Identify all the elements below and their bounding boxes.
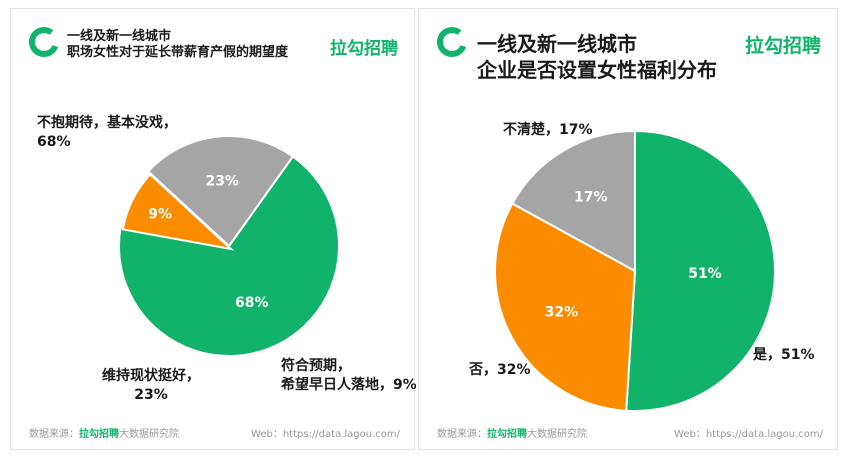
brand-logo-text: 拉勾招聘	[330, 39, 398, 59]
slice-category-label: 68%	[37, 134, 71, 150]
chart-title-line1: 一线及新一线城市	[477, 32, 637, 56]
slice-category-label: 不抱期待，基本没戏，	[37, 114, 177, 131]
pie-chart-expectation: 68% 不抱期待，基本没戏， 68% 9% 符合预期， 希望早日人落地，9% 23% 维持现状…	[37, 114, 416, 403]
lagou-logo-icon	[29, 27, 59, 57]
pie-slice	[625, 129, 776, 412]
footer-source-brand: 拉勾招聘	[487, 429, 527, 440]
chart-title-line2: 职场女性对于延长带薪育产假的期望度	[67, 45, 289, 61]
chart-title: 一线及新一线城市 职场女性对于延长带薪育产假的期望度	[67, 29, 288, 62]
slice-value-label: 32%	[545, 304, 579, 320]
slice-category-label: 希望早日人落地，9%	[281, 376, 416, 393]
slice-value-label: 17%	[574, 189, 608, 205]
chart-title: 一线及新一线城市 企业是否设置女性福利分布	[477, 31, 717, 83]
pie-slice	[494, 202, 637, 412]
slice-category-label: 维持现状挺好，	[102, 367, 200, 384]
chart-title-line1: 一线及新一线城市	[67, 29, 172, 44]
slice-category-label: 是，51%	[753, 347, 815, 363]
footer-source-brand: 拉勾招聘	[79, 429, 119, 440]
slice-category-label: 23%	[134, 387, 168, 403]
footer-source: 数据来源：拉勾招聘大数据研究院	[437, 425, 587, 440]
footer-source-suffix: 大数据研究院	[119, 429, 179, 440]
footer-source-prefix: 数据来源：	[29, 429, 79, 440]
slice-value-label: 51%	[688, 266, 722, 282]
pie-slice	[510, 129, 636, 273]
pie-chart-benefits: 51% 是，51% 32% 否，32% 17% 不清楚，17%	[468, 121, 815, 412]
slice-value-label: 68%	[235, 295, 269, 311]
brand-logo-text: 拉勾招聘	[744, 35, 821, 57]
footer-web: Web：https://data.lagou.com/	[674, 429, 823, 440]
pie-slice	[146, 135, 295, 248]
pie-slice	[118, 155, 340, 357]
footer-source: 数据来源：拉勾招聘大数据研究院	[29, 425, 179, 440]
chart-panel-right: 一线及新一线城市 企业是否设置女性福利分布 拉勾招聘 51% 是，51% 32% 否，…	[418, 8, 838, 450]
footer-web: Web：https://data.lagou.com/	[251, 429, 400, 440]
lagou-logo-icon	[437, 27, 467, 57]
slice-value-label: 9%	[148, 207, 172, 223]
slice-category-label: 否，32%	[468, 362, 531, 378]
slice-category-label: 不清楚，17%	[503, 121, 593, 138]
footer: 数据来源：拉勾招聘大数据研究院 Web：https://data.lagou.c…	[11, 425, 414, 440]
slice-category-label: 符合预期，	[280, 357, 351, 374]
footer: 数据来源：拉勾招聘大数据研究院 Web：https://data.lagou.c…	[419, 425, 837, 440]
footer-source-prefix: 数据来源：	[437, 429, 487, 440]
footer-source-suffix: 大数据研究院	[527, 429, 587, 440]
chart-title-line2: 企业是否设置女性福利分布	[477, 58, 717, 82]
slice-value-label: 23%	[205, 173, 239, 189]
chart-panel-left: 一线及新一线城市 职场女性对于延长带薪育产假的期望度 拉勾招聘 68% 不抱期待，…	[10, 8, 416, 450]
